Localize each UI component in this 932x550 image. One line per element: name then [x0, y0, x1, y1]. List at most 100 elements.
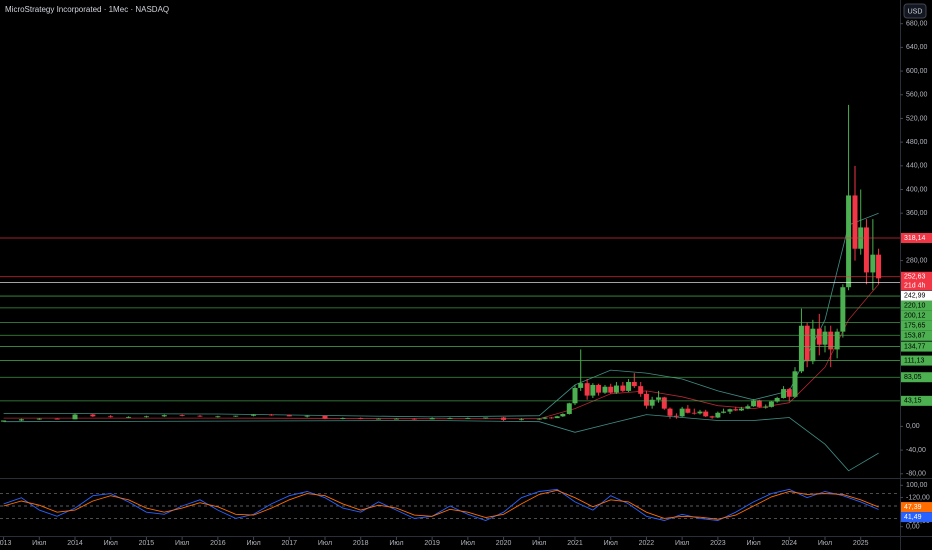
candle-body: [822, 331, 828, 345]
candle-body: [542, 417, 548, 419]
y-tick-label: 400,00: [906, 186, 928, 193]
candle-body: [626, 381, 632, 391]
candle-body: [1, 420, 7, 422]
level-label: 220,10: [904, 303, 926, 310]
candle-body: [643, 393, 649, 406]
candle-body: [733, 409, 739, 411]
y-tick-label: -80,00: [906, 471, 926, 478]
candle-body: [673, 415, 679, 417]
candle-body: [251, 414, 257, 416]
candle-body: [215, 416, 221, 418]
x-tick-label: 2022: [639, 540, 655, 547]
level-label: 242,99: [904, 293, 926, 300]
candle-body: [286, 415, 292, 417]
level-label-bg: [901, 341, 932, 352]
x-tick-label: Июл: [532, 540, 546, 547]
candle-body: [834, 331, 840, 350]
candle-body: [751, 400, 757, 407]
level-label: 153,87: [904, 333, 926, 340]
candle-body: [679, 408, 685, 417]
band-line: [3, 414, 879, 472]
value-label: 41,49: [904, 514, 922, 521]
candle-body: [763, 406, 769, 408]
y-tick-label: 0,00: [906, 524, 920, 531]
candle-body: [358, 418, 364, 419]
candle-body: [649, 399, 655, 406]
candle-body: [143, 416, 149, 418]
level-label-bg: [901, 271, 932, 282]
y-tick-label: 480,00: [906, 139, 928, 146]
currency-label: USD: [908, 8, 923, 15]
candle-body: [721, 411, 727, 413]
candle-body: [501, 417, 507, 420]
candle-body: [18, 419, 24, 421]
band-line: [3, 212, 879, 418]
level-label: 43,15: [904, 398, 922, 405]
x-tick-label: 2013: [0, 540, 11, 547]
x-tick-label: Июл: [675, 540, 689, 547]
candle-body: [620, 385, 626, 391]
candle-body: [126, 416, 132, 418]
candle-body: [870, 254, 876, 273]
candle-body: [638, 386, 644, 394]
x-tick-label: 2018: [353, 540, 369, 547]
x-tick-label: 2021: [567, 540, 583, 547]
candle-body: [197, 415, 203, 417]
candle-body: [322, 415, 328, 419]
y-tick-label: 360,00: [906, 210, 928, 217]
candle-body: [602, 386, 608, 393]
candle-body: [518, 419, 524, 421]
candle-body: [54, 418, 60, 420]
candle-body: [738, 408, 744, 411]
countdown: 21d 4h: [904, 283, 926, 290]
candle-body: [554, 416, 560, 419]
candle-body: [608, 386, 614, 393]
candle-body: [828, 331, 834, 350]
candle-body: [846, 195, 852, 288]
y-tick-label: 440,00: [906, 163, 928, 170]
candle-body: [465, 418, 471, 419]
x-tick-label: 2017: [281, 540, 297, 547]
x-tick-label: 2019: [424, 540, 440, 547]
candle-body: [781, 389, 787, 398]
candle-body: [108, 416, 114, 418]
candle-body: [715, 412, 721, 418]
level-label-bg: [901, 320, 932, 331]
x-tick-label: Июл: [818, 540, 832, 547]
countdown-bg: [901, 281, 932, 291]
candle-body: [393, 418, 399, 420]
candle-body: [548, 417, 554, 419]
candle-body: [483, 417, 489, 419]
candle-body: [233, 415, 239, 417]
x-tick-label: Июл: [246, 540, 260, 547]
level-label-bg: [901, 372, 932, 383]
y-tick-label: 280,00: [906, 257, 928, 264]
candle-body: [703, 411, 709, 417]
level-label-bg: [901, 395, 932, 406]
currency-button[interactable]: [903, 3, 927, 19]
candle-body: [840, 287, 846, 332]
candle-body: [304, 415, 310, 417]
level-label: 83,05: [904, 374, 922, 381]
candle-body: [709, 416, 715, 418]
value-label: 47,39: [904, 504, 922, 511]
candle-body: [572, 387, 578, 404]
candle-body: [613, 385, 619, 393]
candle-body: [578, 383, 584, 388]
candle-body: [756, 400, 762, 407]
candle-body: [661, 397, 667, 409]
y-tick-label: -40,00: [906, 447, 926, 454]
candle-body: [631, 381, 637, 387]
candle-body: [691, 412, 697, 414]
level-label: 318,14: [904, 235, 926, 242]
chart-title: MicroStrategy Incorporated · 1Мес · NASD…: [5, 5, 169, 14]
x-tick-label: Июл: [746, 540, 760, 547]
candle-body: [179, 415, 185, 416]
candle-body: [816, 328, 822, 345]
candle-body: [804, 325, 810, 362]
candle-body: [447, 418, 453, 419]
x-tick-label: 2025: [853, 540, 869, 547]
y-tick-label: 560,00: [906, 92, 928, 99]
